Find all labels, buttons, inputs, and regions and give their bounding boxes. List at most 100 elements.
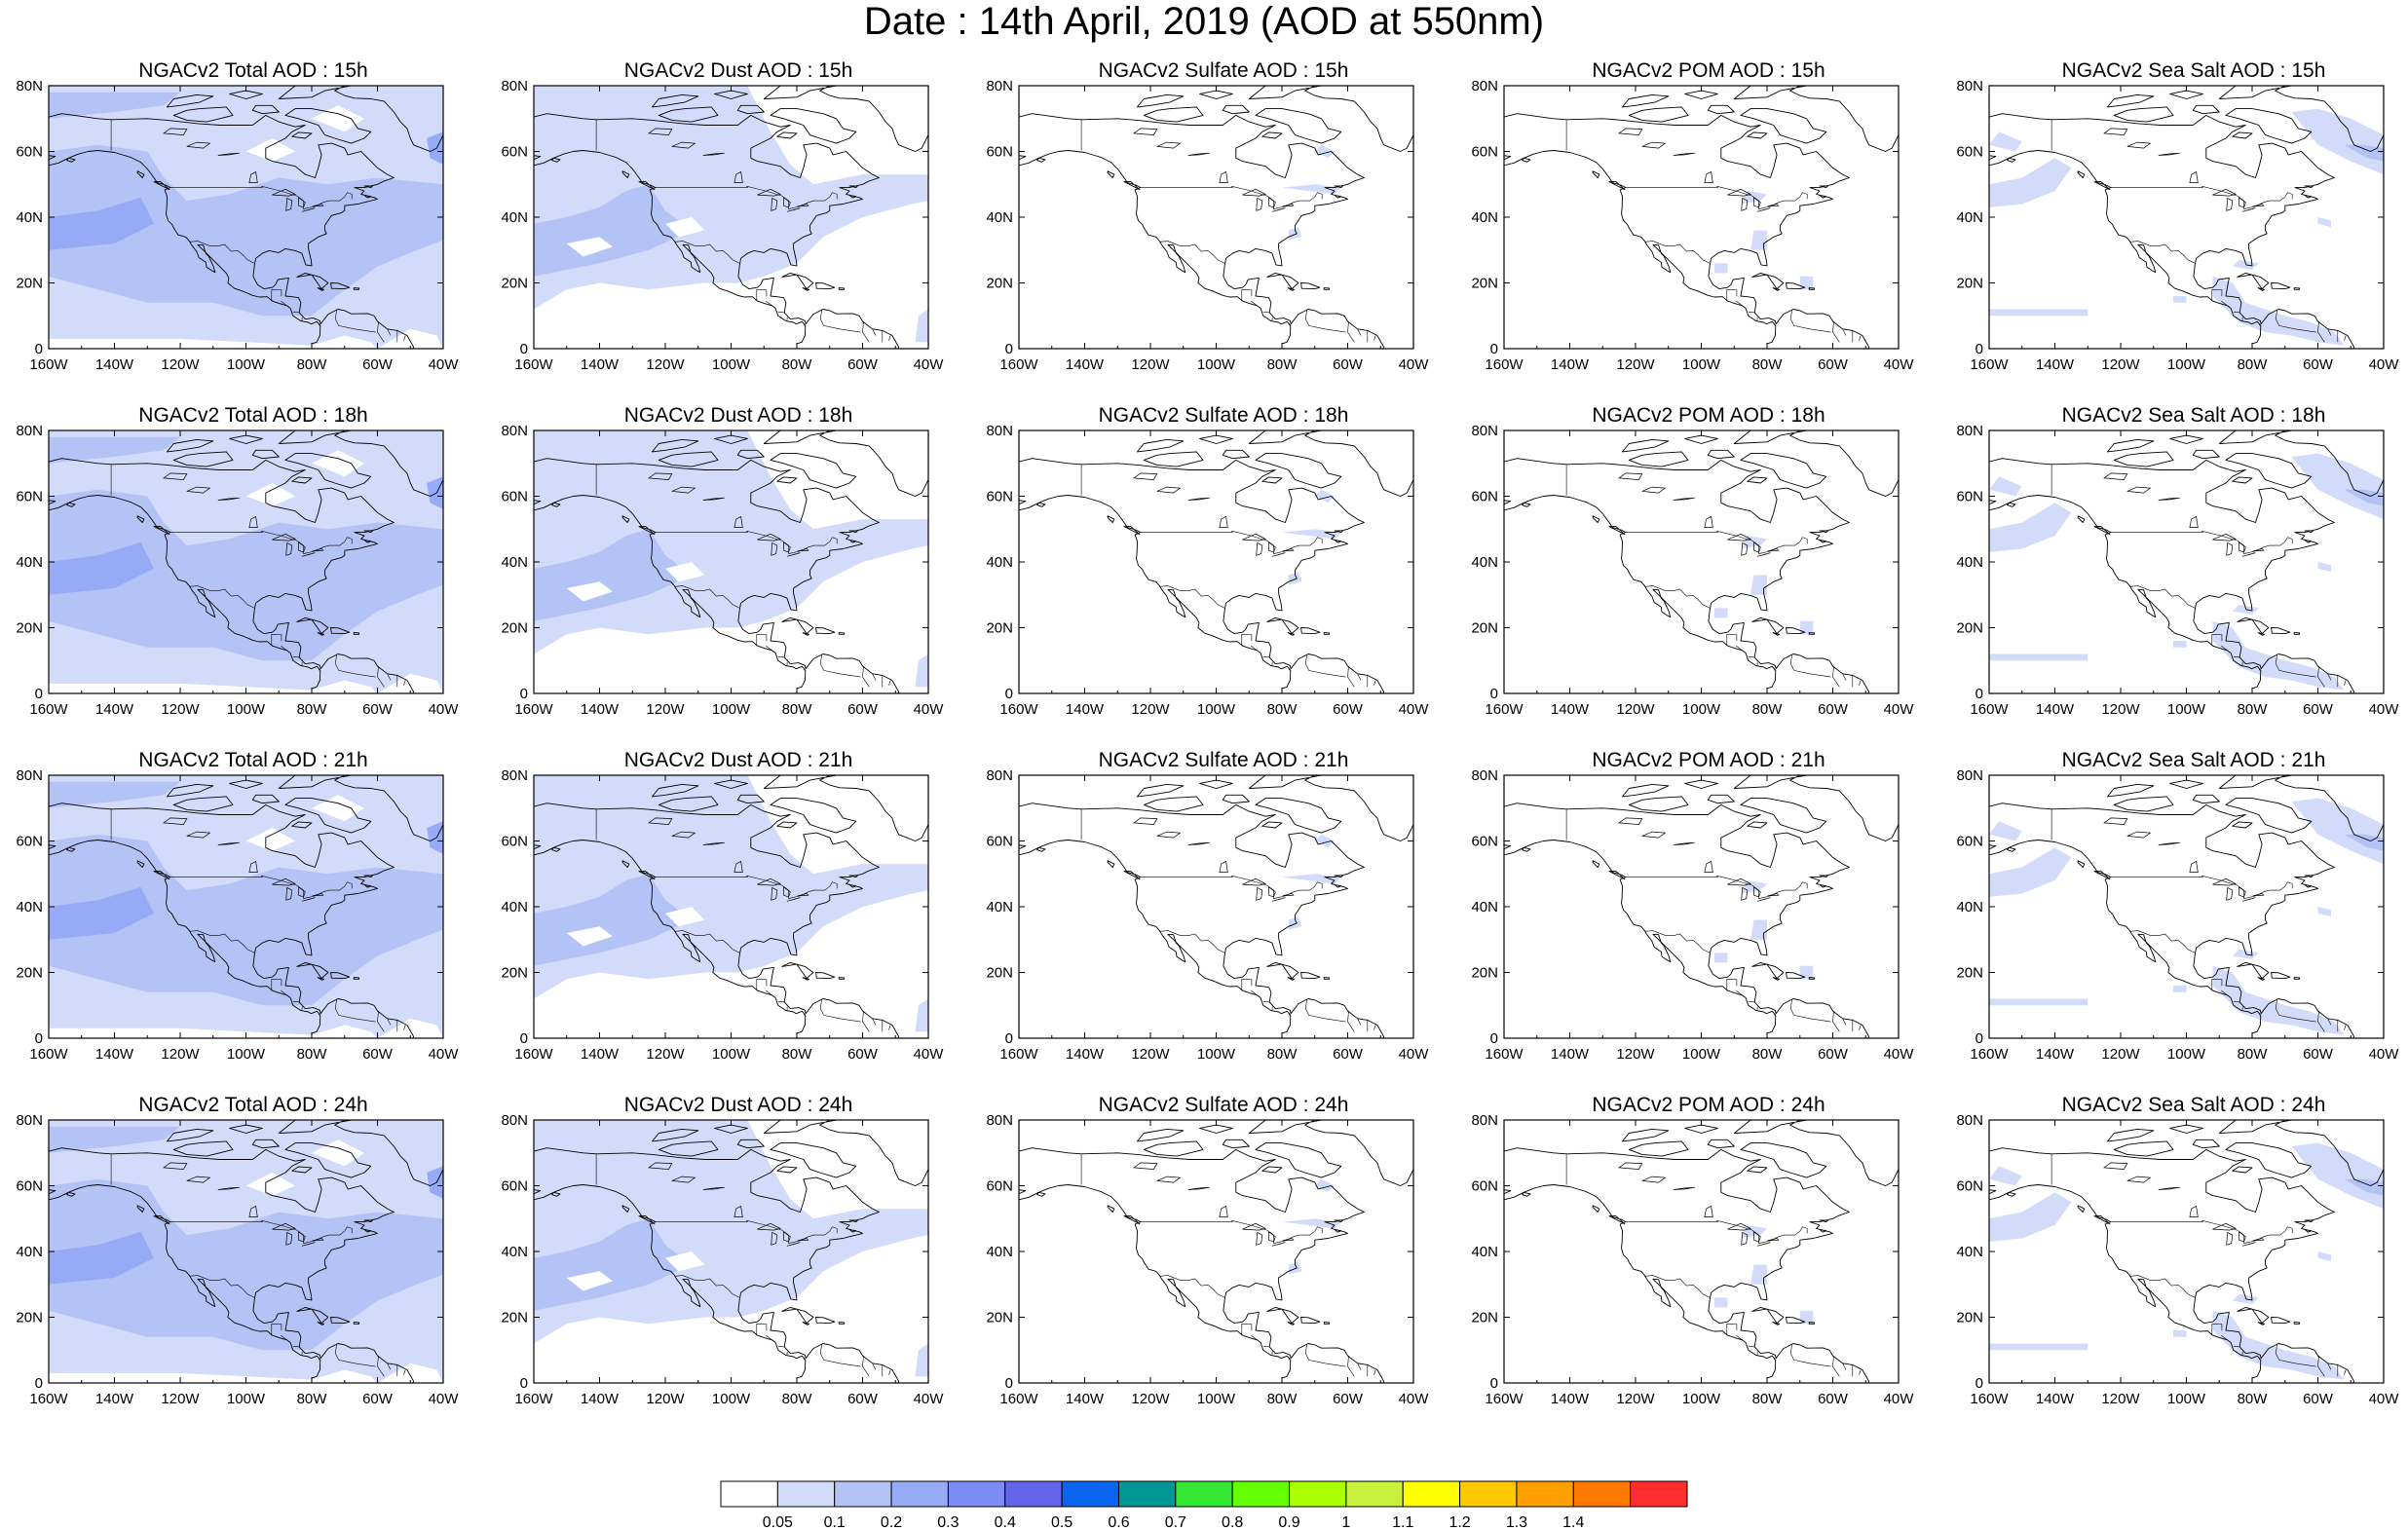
country-borders [1080, 808, 1376, 1032]
plot-background [1504, 86, 1899, 349]
x-tick-label: 80W [782, 701, 813, 718]
x-tick-label: 100W [712, 701, 751, 718]
colorbar-label: 1.4 [1562, 1514, 1584, 1531]
y-tick-label: 80N [501, 1112, 528, 1129]
aod-region-4 [427, 1166, 443, 1199]
coastline [1504, 430, 1899, 693]
map-plot: 160W 140W 120W 100W 80W 60W 40W 0 20N 40N 60N 80N [1471, 767, 1914, 1063]
y-tick-label: 20N [1956, 620, 1983, 637]
y-tick-label: 80N [986, 767, 1013, 784]
aod-region-4 [2212, 620, 2345, 691]
aod-region-6 [1989, 653, 2088, 661]
aod-region-4 [915, 309, 928, 343]
x-tick-label: 60W [847, 1046, 879, 1063]
x-tick-label: 120W [1616, 1046, 1655, 1063]
colorbar-box [1516, 1480, 1574, 1508]
aod-region-6 [1989, 309, 2088, 317]
aod-region-7 [245, 483, 296, 506]
y-tick-label: 80N [501, 423, 528, 439]
aod-region-0 [1989, 158, 2072, 207]
panel-dust-15h: NGACv2 Dust AOD : 15h 160W 140W 120W 100W 80W… [501, 58, 944, 380]
map-plot: 160W 140W 120W 100W 80W 60W 40W 0 20N 40N 60N 80N [16, 78, 459, 373]
y-tick-label: 0 [1005, 686, 1013, 702]
x-tick-label: 80W [297, 701, 328, 718]
lakes [648, 1162, 809, 1247]
plot-background [1504, 1120, 1899, 1383]
x-tick-label: 80W [1267, 1391, 1298, 1407]
map-plot: 160W 140W 120W 100W 80W 60W 40W 0 20N 40N 60N 80N [16, 767, 459, 1063]
y-tick-label: 20N [1956, 965, 1983, 982]
lakes [163, 128, 324, 212]
panel-title: NGACv2 Total AOD : 21h [138, 749, 368, 771]
aod-region-4 [427, 476, 443, 509]
coastline [1504, 1120, 1899, 1383]
coastline [49, 1120, 443, 1383]
colorbar-box [890, 1480, 949, 1508]
y-tick-label: 60N [501, 1178, 528, 1195]
y-tick-label: 40N [986, 1244, 1013, 1260]
x-tick-label: 100W [1682, 1046, 1721, 1063]
x-tick-label: 140W [581, 1046, 620, 1063]
panel-seasalt-24h: NGACv2 Sea Salt AOD : 24h 160W 140W 120W 100… [1956, 1093, 2399, 1414]
x-tick-label: 140W [2036, 1391, 2075, 1407]
x-tick-label: 100W [2167, 1046, 2206, 1063]
x-tick-label: 140W [1551, 701, 1590, 718]
y-tick-label: 40N [1471, 899, 1498, 915]
y-tick-label: 60N [501, 834, 528, 850]
y-tick-label: 0 [520, 1030, 528, 1047]
y-tick-label: 0 [520, 1375, 528, 1392]
y-tick-label: 80N [986, 78, 1013, 94]
x-tick-label: 40W [1884, 356, 1915, 373]
aod-region-8 [312, 105, 364, 132]
y-tick-label: 0 [1975, 686, 1983, 702]
x-tick-label: 100W [1197, 356, 1236, 373]
lakes [648, 472, 809, 557]
x-tick-label: 160W [1485, 701, 1524, 718]
aod-region-8 [2317, 562, 2331, 573]
country-borders [2051, 464, 2347, 688]
x-tick-label: 140W [581, 1391, 620, 1407]
x-tick-label: 100W [227, 356, 266, 373]
aod-region-1 [1750, 919, 1767, 940]
y-tick-label: 60N [16, 1178, 43, 1195]
x-tick-label: 160W [1970, 1046, 2009, 1063]
panel-seasalt-15h: NGACv2 Sea Salt AOD : 15h 160W 140W 120W 100… [1956, 58, 2399, 380]
aod-region-0 [1282, 529, 1341, 540]
coastline [534, 86, 928, 349]
x-tick-label: 80W [782, 1046, 813, 1063]
panel-title: NGACv2 POM AOD : 15h [1592, 59, 1825, 82]
x-tick-label: 120W [646, 701, 685, 718]
coastline [1504, 86, 1899, 349]
panel-title: NGACv2 Sulfate AOD : 21h [1098, 749, 1349, 771]
x-tick-label: 120W [646, 356, 685, 373]
y-tick-label: 40N [1471, 209, 1498, 226]
x-tick-label: 140W [1066, 1391, 1105, 1407]
aod-region-1 [49, 1178, 443, 1351]
x-tick-label: 80W [1752, 356, 1784, 373]
coastline [1019, 430, 1413, 693]
x-tick-label: 80W [1267, 701, 1298, 718]
x-tick-label: 140W [1551, 1391, 1590, 1407]
x-tick-label: 120W [1131, 356, 1170, 373]
lakes [2103, 817, 2265, 902]
aod-region-3 [665, 1251, 705, 1272]
x-tick-label: 140W [1066, 1046, 1105, 1063]
aod-region-3 [2344, 489, 2384, 506]
y-tick-label: 80N [1956, 767, 1983, 784]
aod-region-0 [1282, 874, 1341, 884]
aod-region-8 [312, 450, 364, 477]
aod-region-3 [49, 886, 154, 940]
coastline [1019, 1120, 1413, 1383]
coastline [1989, 1120, 2384, 1383]
y-tick-label: 60N [1956, 489, 1983, 505]
y-tick-label: 60N [501, 144, 528, 161]
y-tick-label: 60N [1471, 1178, 1498, 1195]
aod-region-3 [1799, 276, 1814, 290]
x-tick-label: 140W [2036, 701, 2075, 718]
y-tick-label: 80N [986, 423, 1013, 439]
aod-region-0 [1989, 847, 2072, 897]
panel-title: NGACv2 POM AOD : 18h [1592, 404, 1825, 427]
x-tick-label: 140W [1066, 356, 1105, 373]
y-tick-label: 60N [1956, 1178, 1983, 1195]
lakes [163, 1162, 324, 1247]
